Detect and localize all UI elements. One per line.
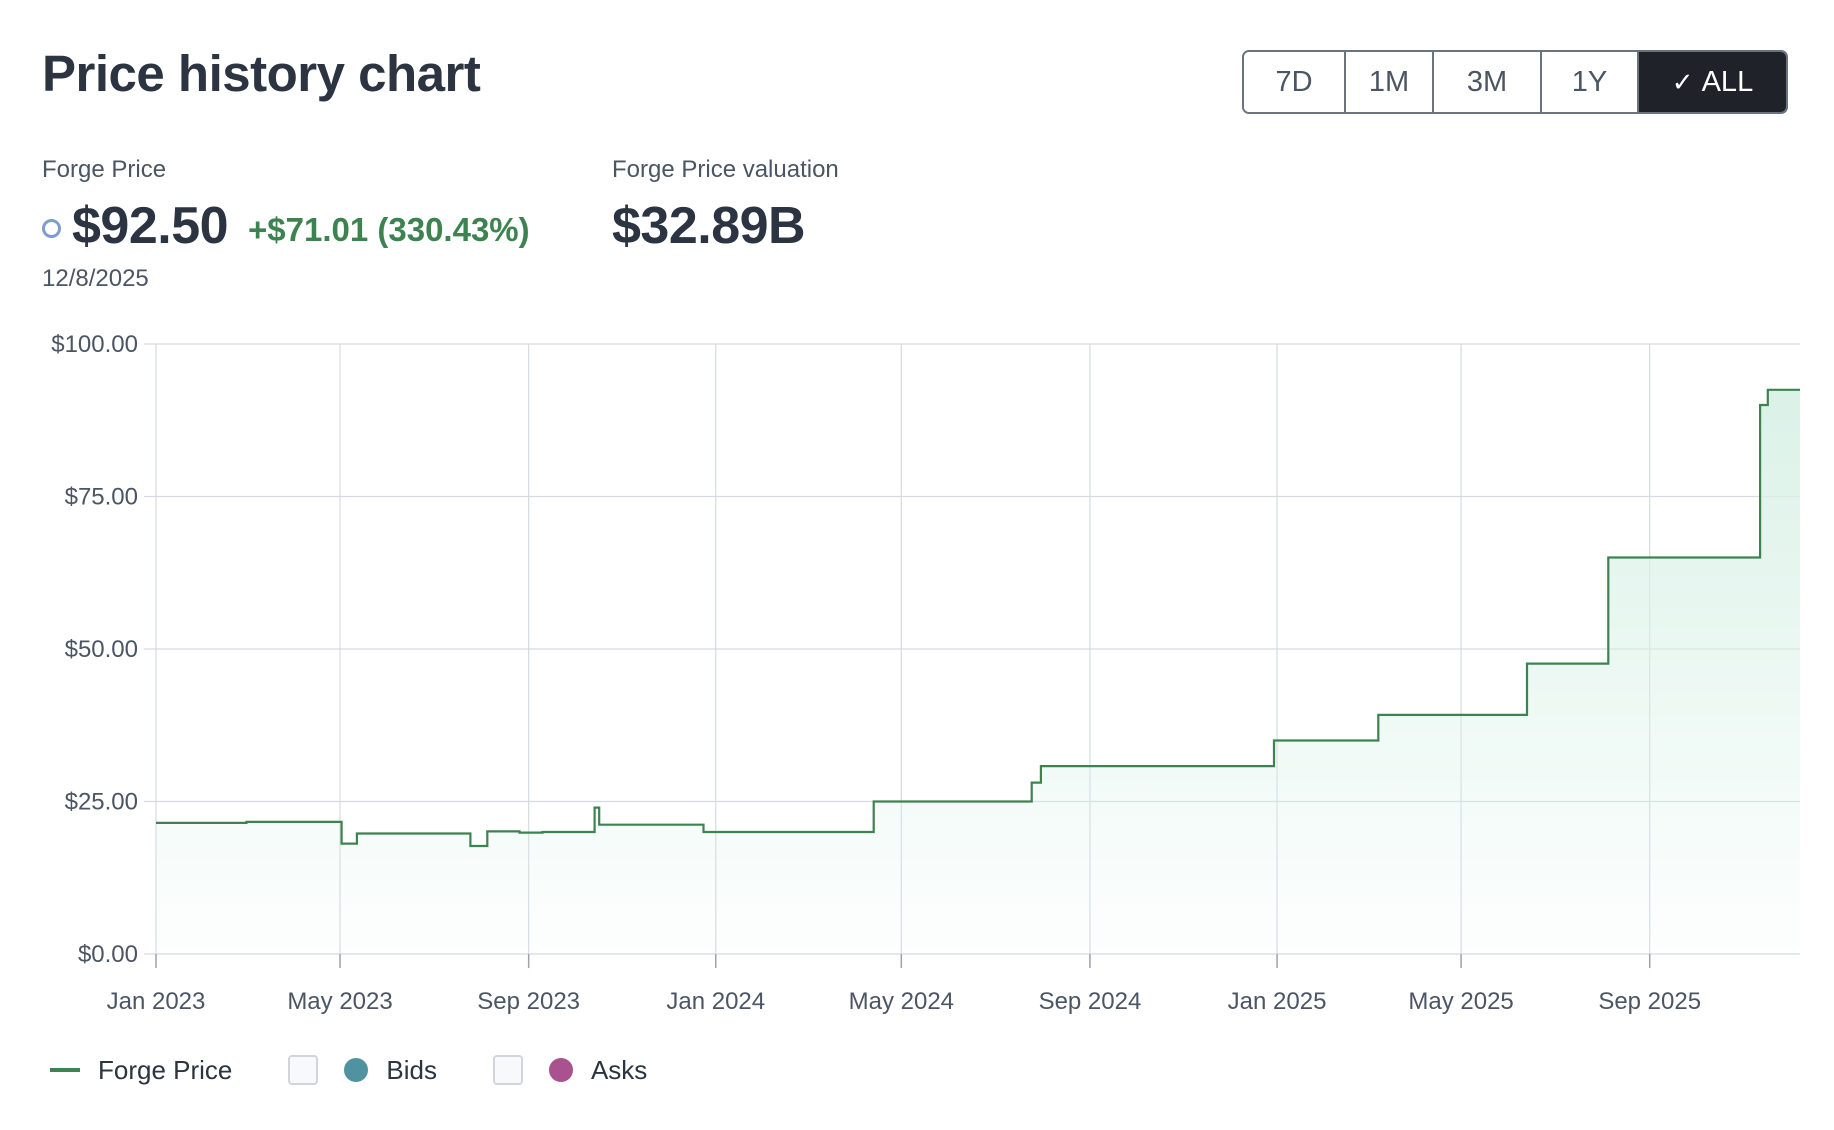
legend-label-asks: Asks xyxy=(590,1054,648,1085)
legend-label-forge-price: Forge Price xyxy=(98,1054,233,1085)
page-title: Price history chart xyxy=(42,45,481,102)
legend-label-bids: Bids xyxy=(386,1054,437,1085)
y-tick-label: $75.00 xyxy=(65,484,138,511)
line-swatch-icon xyxy=(50,1068,80,1072)
asks-dot-icon xyxy=(548,1058,573,1082)
bids-dot-icon xyxy=(344,1058,369,1082)
time-range-selector: 7D 1M 3M 1Y ✓ ALL xyxy=(1242,50,1788,114)
x-axis: Jan 2023 May 2023 Sep 2023 Jan 2024 May 2024… xyxy=(107,954,1701,1015)
range-button-7d[interactable]: 7D xyxy=(1244,52,1346,112)
price-line xyxy=(156,388,1800,848)
x-tick-label: Sep 2025 xyxy=(1598,988,1701,1015)
y-tick-label: $0.00 xyxy=(78,941,138,968)
legend-item-asks[interactable]: Asks xyxy=(492,1054,648,1086)
x-tick-label: Sep 2023 xyxy=(477,988,580,1015)
x-tick-label: Jan 2024 xyxy=(666,988,765,1015)
price-area xyxy=(156,389,1800,954)
forge-price-value: $92.50 xyxy=(72,197,229,255)
price-marker-icon xyxy=(42,219,61,238)
forge-price-label: Forge Price xyxy=(42,156,167,183)
range-label-1m: 1M xyxy=(1368,65,1410,98)
x-tick-label: May 2024 xyxy=(849,988,954,1015)
x-tick-label: May 2023 xyxy=(287,988,392,1015)
valuation-value: $32.89B xyxy=(612,197,806,255)
x-tick-label: May 2025 xyxy=(1408,988,1513,1015)
chart-legend: Forge Price Bids Asks xyxy=(50,1050,703,1090)
range-label-all: ALL xyxy=(1701,65,1754,98)
price-history-chart[interactable]: $0.00 $25.00 $50.00 $75.00 $100.00 Jan 2023 M… xyxy=(0,320,1834,1040)
forge-price-change: +$71.01 (330.43%) xyxy=(248,211,530,248)
range-label-3m: 3M xyxy=(1466,65,1508,98)
x-tick-label: Sep 2024 xyxy=(1039,988,1142,1015)
y-tick-label: $50.00 xyxy=(65,636,138,663)
range-button-1y[interactable]: 1Y xyxy=(1542,52,1639,112)
asks-checkbox[interactable] xyxy=(492,1055,523,1085)
range-label-1y: 1Y xyxy=(1571,65,1608,98)
range-button-all[interactable]: ✓ ALL xyxy=(1639,52,1786,112)
legend-item-bids[interactable]: Bids xyxy=(288,1055,437,1086)
x-tick-label: Jan 2025 xyxy=(1228,988,1327,1015)
bids-checkbox[interactable] xyxy=(288,1055,319,1085)
valuation-label: Forge Price valuation xyxy=(612,156,839,183)
x-tick-label: Jan 2023 xyxy=(107,988,206,1015)
range-button-3m[interactable]: 3M xyxy=(1434,52,1542,112)
range-button-1m[interactable]: 1M xyxy=(1346,52,1434,112)
range-label-7d: 7D xyxy=(1275,65,1313,98)
checkmark-icon: ✓ xyxy=(1671,66,1694,97)
legend-item-forge-price[interactable]: Forge Price xyxy=(50,1055,232,1086)
y-tick-label: $25.00 xyxy=(65,789,138,816)
y-tick-label: $100.00 xyxy=(51,331,138,358)
y-axis: $0.00 $25.00 $50.00 $75.00 $100.00 xyxy=(51,331,138,968)
forge-price-date: 12/8/2025 xyxy=(42,265,149,292)
